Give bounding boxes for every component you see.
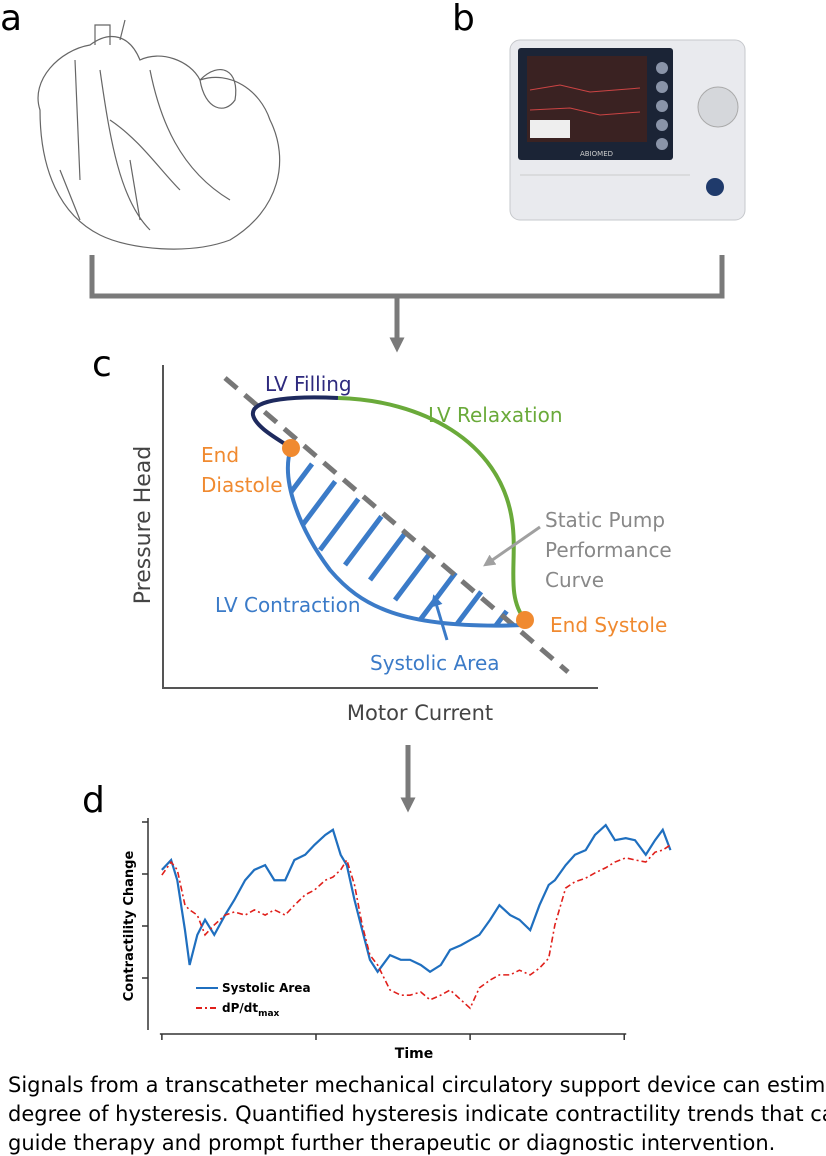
brand: ABIOMED [580, 150, 613, 158]
annotation: Static Pump [545, 508, 665, 532]
panel-label: b [452, 0, 475, 39]
panel-label: a [0, 0, 22, 39]
y-axis-label: Contractility Change [122, 851, 137, 1002]
annotation: Diastole [201, 473, 283, 497]
caption: degree of hysteresis. Quantified hystere… [8, 1102, 826, 1126]
series-line [161, 823, 672, 974]
legend-label: Systolic Area [222, 981, 311, 995]
legend-name: Systolic Area [222, 981, 311, 995]
x-axis-label: Time [395, 1046, 433, 1062]
diagram-c: LV Filling LV Relaxation End Diastole St… [131, 365, 672, 725]
axis-label: Pressure Head [131, 446, 156, 604]
annotation: Systolic Area [370, 651, 500, 675]
caption: Signals from a transcatheter mechanical … [8, 1073, 826, 1097]
legend-label: dP/dtmax [222, 1001, 280, 1019]
annotation: Performance [545, 538, 672, 562]
panel-label: c [92, 344, 112, 385]
panel-label: d [82, 780, 105, 821]
heart-illustration [37, 19, 281, 250]
annotation: End [201, 443, 239, 467]
annotation: LV Relaxation [428, 403, 563, 427]
connector [89, 255, 725, 813]
annotation: End Systole [550, 613, 667, 637]
axis-label: Motor Current [347, 701, 493, 725]
chart-d: Contractility Change Time Systolic Area dP/… [122, 818, 672, 1062]
caption: guide therapy and prompt further therape… [8, 1131, 775, 1155]
annotation: LV Filling [265, 372, 352, 396]
legend-name: dP/dt [222, 1001, 258, 1015]
annotation: LV Contraction [215, 593, 361, 617]
annotation: Curve [545, 568, 604, 592]
legend-subscript: max [258, 1009, 279, 1019]
pump-console: ABIOMED [509, 39, 746, 221]
